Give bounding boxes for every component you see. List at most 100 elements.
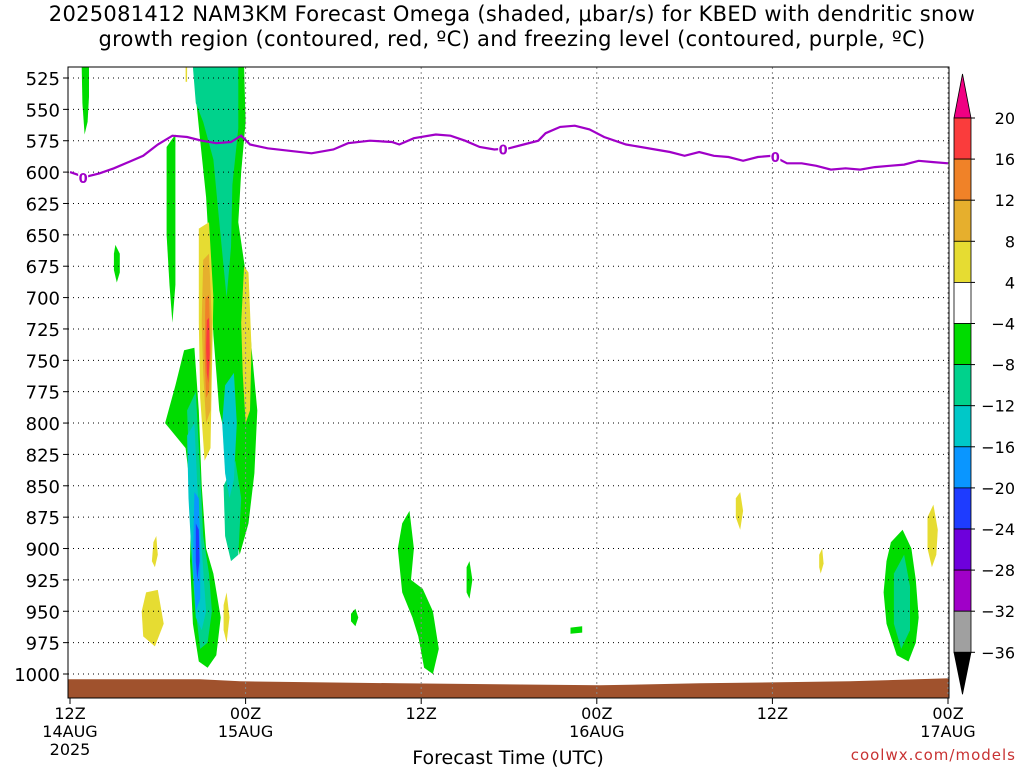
colorbar-bin xyxy=(953,240,972,283)
x-tick-date: 14AUG xyxy=(42,722,97,741)
colorbar-bin xyxy=(953,405,972,448)
colorbar-label: −4 xyxy=(991,315,1015,334)
y-tick-label: 575 xyxy=(26,132,60,153)
colorbar-bin xyxy=(953,569,972,612)
x-tick-label: 12Z xyxy=(54,704,85,723)
omega-region-g8 xyxy=(466,561,473,599)
omega-region-g1 xyxy=(81,67,89,135)
omega-region-g6 xyxy=(351,608,359,627)
colorbar-bin xyxy=(953,323,972,365)
colorbar-label: −12 xyxy=(981,397,1015,416)
x-tick-label: 00Z xyxy=(230,704,261,723)
omega-region-b4 xyxy=(195,523,200,580)
x-tick-label: 00Z xyxy=(932,704,963,723)
colorbar-bin xyxy=(953,199,972,242)
y-tick-label: 650 xyxy=(26,226,60,247)
colorbar-bin xyxy=(953,281,972,324)
y-tick-label: 600 xyxy=(26,163,60,184)
y-tick-label: 825 xyxy=(26,445,60,466)
colorbar-bin xyxy=(953,158,972,201)
freezing-label-bg xyxy=(78,171,89,185)
colorbar-label: 4 xyxy=(1005,273,1015,292)
colorbar-bin xyxy=(953,446,972,489)
omega-shading xyxy=(81,67,938,674)
colorbar-label: −24 xyxy=(981,520,1015,539)
omega-region-y4 xyxy=(151,536,158,568)
omega-region-g7 xyxy=(397,510,439,674)
colorbar-cap-top xyxy=(953,73,972,119)
omega-region-t1 xyxy=(192,67,239,298)
y-tick-label: 725 xyxy=(26,320,60,341)
omega-region-y8 xyxy=(819,548,824,574)
x-tick-date: 15AUG xyxy=(218,722,273,741)
colorbar-label: −20 xyxy=(981,479,1015,498)
y-tick-label: 1000 xyxy=(14,665,60,686)
omega-region-y3 xyxy=(141,589,164,647)
y-tick-label: 625 xyxy=(26,194,60,215)
x-tick-label: 12Z xyxy=(757,704,788,723)
omega-region-y5 xyxy=(223,592,230,643)
y-tick-label: 850 xyxy=(26,477,60,498)
colorbar-bin xyxy=(953,487,972,530)
y-tick-label: 750 xyxy=(26,351,60,372)
colorbar-label: −28 xyxy=(981,561,1015,580)
freezing-level-label: 0 xyxy=(499,143,508,158)
grid-lines xyxy=(68,67,949,698)
omega-region-g4 xyxy=(195,67,258,555)
freezing-level-label: 0 xyxy=(79,172,88,187)
freezing-label-bg xyxy=(770,149,781,163)
chart-title: 2025081412 NAM3KM Forecast Omega (shaded… xyxy=(0,2,1024,52)
omega-region-g3 xyxy=(166,134,176,323)
colorbar-cap-bottom xyxy=(953,651,972,695)
chart-title-line-2: growth region (contoured, red, ºC) and f… xyxy=(98,27,926,51)
colorbar-label: −32 xyxy=(981,602,1015,621)
site-credit: coolwx.com/models xyxy=(850,746,1016,764)
y-tick-label: 800 xyxy=(26,414,60,435)
y-tick-label: 900 xyxy=(26,540,60,561)
y-tick-label: 975 xyxy=(26,634,60,655)
y-tick-label: 950 xyxy=(26,602,60,623)
colorbar-label: −36 xyxy=(981,643,1015,662)
omega-region-y6 xyxy=(185,67,188,82)
y-tick-label: 775 xyxy=(26,383,60,404)
x-tick-date: 16AUG xyxy=(569,722,624,741)
y-tick-label: 700 xyxy=(26,289,60,310)
colorbar-label: 20 xyxy=(995,109,1015,128)
y-axis: 525 550 575 600 625 650 675 700 725 750 775 800 825 8… xyxy=(14,69,68,686)
x-axis-label: Forecast Time (UTC) xyxy=(412,747,603,768)
colorbar-bin xyxy=(953,528,972,571)
colorbar-label: −8 xyxy=(991,356,1015,375)
colorbar: 20 16 12 8 4 −4 −8 −12 −16 −20 −24 −28 −32 −36 xyxy=(953,73,1015,695)
colorbar-label: 16 xyxy=(995,150,1015,169)
colorbar-bin xyxy=(953,117,972,160)
x-tick-label: 00Z xyxy=(581,704,612,723)
colorbar-bin xyxy=(953,364,972,407)
omega-region-m1 xyxy=(206,317,210,383)
y-tick-label: 525 xyxy=(26,69,60,90)
y-tick-label: 675 xyxy=(26,257,60,278)
omega-region-g9 xyxy=(570,626,583,634)
freezing-level-line xyxy=(69,124,949,179)
freezing-level-label: 0 xyxy=(771,151,780,166)
omega-region-b1 xyxy=(222,372,237,499)
x-tick-year: 2025 xyxy=(50,740,91,759)
colorbar-label: 8 xyxy=(1005,232,1015,251)
freezing-level: 0 0 0 xyxy=(69,124,949,187)
y-tick-label: 550 xyxy=(26,100,60,121)
colorbar-label: 12 xyxy=(995,191,1015,210)
omega-region-y2 xyxy=(241,266,252,424)
omega-region-y7 xyxy=(735,492,744,530)
surface-terrain xyxy=(68,678,949,698)
plot-frame xyxy=(67,66,950,699)
omega-region-t4 xyxy=(893,554,910,649)
omega-region-y9 xyxy=(927,504,938,568)
freezing-label-bg xyxy=(498,142,509,156)
y-tick-label: 925 xyxy=(26,571,60,592)
terrain-fill xyxy=(68,678,949,698)
colorbar-bin xyxy=(953,610,972,653)
omega-region-g2 xyxy=(113,244,120,283)
colorbar-label: −16 xyxy=(981,438,1015,457)
x-tick-label: 12Z xyxy=(406,704,437,723)
